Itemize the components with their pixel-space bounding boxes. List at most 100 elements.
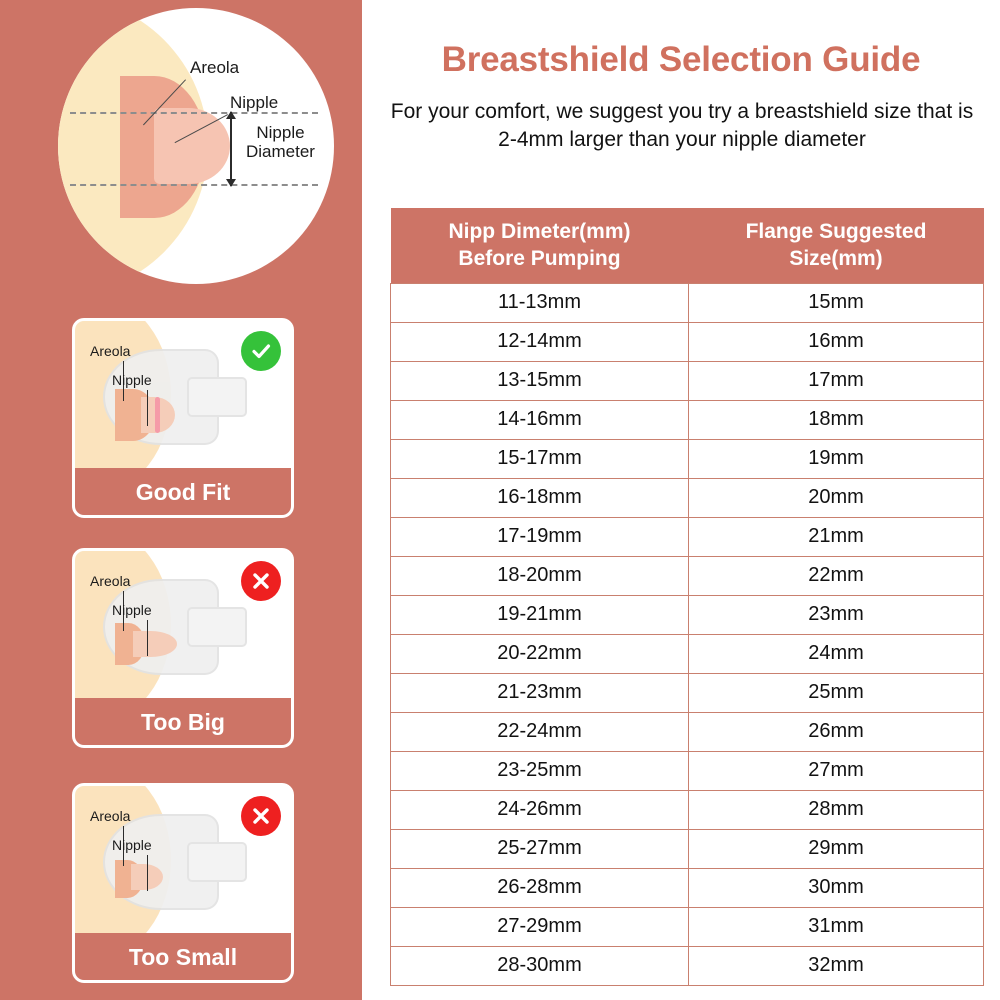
- good-fit-illustration: Areola Nipple: [75, 321, 291, 468]
- flange-tube-shape: [187, 377, 247, 417]
- cell-nipple-diameter: 17-19mm: [390, 516, 689, 557]
- card-label-areola: Areola: [90, 573, 131, 589]
- flange-tube-shape: [187, 842, 247, 882]
- table-row: 12-14mm 16mm: [390, 321, 984, 362]
- flange-tube-shape: [187, 607, 247, 647]
- cell-flange-size: 23mm: [688, 594, 984, 635]
- table-row: 27-29mm 31mm: [390, 906, 984, 947]
- cell-flange-size: 30mm: [688, 867, 984, 908]
- anatomy-label-areola: Areola: [190, 58, 240, 77]
- anatomy-label-nipple: Nipple: [230, 93, 279, 112]
- areola-leader-line: [123, 591, 124, 631]
- cell-nipple-diameter: 16-18mm: [390, 477, 689, 518]
- cell-flange-size: 16mm: [688, 321, 984, 362]
- fit-card-too-small[interactable]: Areola Nipple Too Small: [72, 783, 294, 983]
- check-icon: [241, 331, 281, 371]
- column-header-nipple-diameter: Nipp Dimeter(mm) Before Pumping: [390, 208, 689, 284]
- nipple-leader-line: [147, 390, 148, 426]
- too-big-illustration: Areola Nipple: [75, 551, 291, 698]
- table-row: 28-30mm 32mm: [390, 945, 984, 986]
- cell-nipple-diameter: 18-20mm: [390, 555, 689, 596]
- table-row: 24-26mm 28mm: [390, 789, 984, 830]
- table-row: 16-18mm 20mm: [390, 477, 984, 518]
- table-row: 17-19mm 21mm: [390, 516, 984, 557]
- cell-nipple-diameter: 27-29mm: [390, 906, 689, 947]
- cell-flange-size: 31mm: [688, 906, 984, 947]
- cell-flange-size: 28mm: [688, 789, 984, 830]
- table-row: 19-21mm 23mm: [390, 594, 984, 635]
- nipple-contact-edge: [155, 397, 160, 433]
- anatomy-diagram: Areola Nipple Nipple Diameter: [58, 8, 334, 284]
- cell-flange-size: 20mm: [688, 477, 984, 518]
- cell-flange-size: 29mm: [688, 828, 984, 869]
- card-label-areola: Areola: [90, 343, 131, 359]
- too-small-illustration: Areola Nipple: [75, 786, 291, 933]
- card-caption-too-big: Too Big: [75, 698, 291, 745]
- cell-nipple-diameter: 14-16mm: [390, 399, 689, 440]
- table-row: 13-15mm 17mm: [390, 360, 984, 401]
- table-row: 23-25mm 27mm: [390, 750, 984, 791]
- column-header-line1: Flange Suggested: [745, 220, 927, 243]
- fit-card-too-big[interactable]: Areola Nipple Too Big: [72, 548, 294, 748]
- cell-flange-size: 22mm: [688, 555, 984, 596]
- cell-nipple-diameter: 21-23mm: [390, 672, 689, 713]
- table-row: 26-28mm 30mm: [390, 867, 984, 908]
- anatomy-label-nipple-diameter: Nipple Diameter: [246, 123, 315, 161]
- sizing-table: Nipp Dimeter(mm) Before Pumping Flange S…: [390, 208, 984, 986]
- cell-nipple-diameter: 24-26mm: [390, 789, 689, 830]
- cell-flange-size: 21mm: [688, 516, 984, 557]
- sizing-table-body: 11-13mm 15mm 12-14mm 16mm 13-15mm 17mm 14-16mm…: [390, 282, 984, 986]
- column-header-flange-size: Flange Suggested Size(mm): [688, 208, 984, 284]
- table-row: 18-20mm 22mm: [390, 555, 984, 596]
- nipple-leader-line: [147, 620, 148, 656]
- cell-nipple-diameter: 22-24mm: [390, 711, 689, 752]
- cell-flange-size: 15mm: [688, 282, 984, 323]
- card-label-nipple: Nipple: [112, 837, 152, 853]
- cell-flange-size: 18mm: [688, 399, 984, 440]
- table-header-row: Nipp Dimeter(mm) Before Pumping Flange S…: [390, 208, 984, 284]
- table-row: 11-13mm 15mm: [390, 282, 984, 323]
- fit-card-good-fit[interactable]: Areola Nipple Good Fit: [72, 318, 294, 518]
- nipple-shape: [133, 631, 177, 657]
- cell-flange-size: 26mm: [688, 711, 984, 752]
- measure-dashed-line-top: [70, 112, 318, 114]
- column-header-line2: Size(mm): [789, 247, 883, 271]
- cell-nipple-diameter: 23-25mm: [390, 750, 689, 791]
- cell-nipple-diameter: 26-28mm: [390, 867, 689, 908]
- sizing-table-head: Nipp Dimeter(mm) Before Pumping Flange S…: [390, 208, 984, 284]
- areola-leader-line: [123, 826, 124, 866]
- nipple-diameter-line1: Nipple: [256, 123, 305, 142]
- table-row: 20-22mm 24mm: [390, 633, 984, 674]
- nipple-diameter-arrow-icon: [226, 111, 236, 187]
- table-row: 25-27mm 29mm: [390, 828, 984, 869]
- cell-flange-size: 32mm: [688, 945, 984, 986]
- cell-nipple-diameter: 15-17mm: [390, 438, 689, 479]
- table-row: 14-16mm 18mm: [390, 399, 984, 440]
- cell-nipple-diameter: 20-22mm: [390, 633, 689, 674]
- cross-icon: [241, 561, 281, 601]
- page-title: Breastshield Selection Guide: [441, 40, 921, 79]
- table-row: 21-23mm 25mm: [390, 672, 984, 713]
- cell-nipple-diameter: 12-14mm: [390, 321, 689, 362]
- cell-nipple-diameter: 13-15mm: [390, 360, 689, 401]
- card-label-nipple: Nipple: [112, 602, 152, 618]
- measure-dashed-line-bottom: [70, 184, 318, 186]
- column-header-line2: Before Pumping: [458, 247, 621, 271]
- cell-flange-size: 27mm: [688, 750, 984, 791]
- guide-content-panel: Breastshield Selection Guide For your co…: [362, 0, 1000, 1000]
- cell-nipple-diameter: 25-27mm: [390, 828, 689, 869]
- table-row: 22-24mm 26mm: [390, 711, 984, 752]
- card-caption-too-small: Too Small: [75, 933, 291, 980]
- cell-nipple-diameter: 28-30mm: [390, 945, 689, 986]
- nipple-leader-line: [147, 855, 148, 891]
- cross-icon: [241, 796, 281, 836]
- cell-flange-size: 24mm: [688, 633, 984, 674]
- cell-flange-size: 19mm: [688, 438, 984, 479]
- cell-flange-size: 17mm: [688, 360, 984, 401]
- cell-flange-size: 25mm: [688, 672, 984, 713]
- card-caption-good-fit: Good Fit: [75, 468, 291, 515]
- table-row: 15-17mm 19mm: [390, 438, 984, 479]
- nipple-diameter-line2: Diameter: [246, 142, 315, 162]
- page-subtitle: For your comfort, we suggest you try a b…: [390, 100, 974, 151]
- cell-nipple-diameter: 11-13mm: [390, 282, 689, 323]
